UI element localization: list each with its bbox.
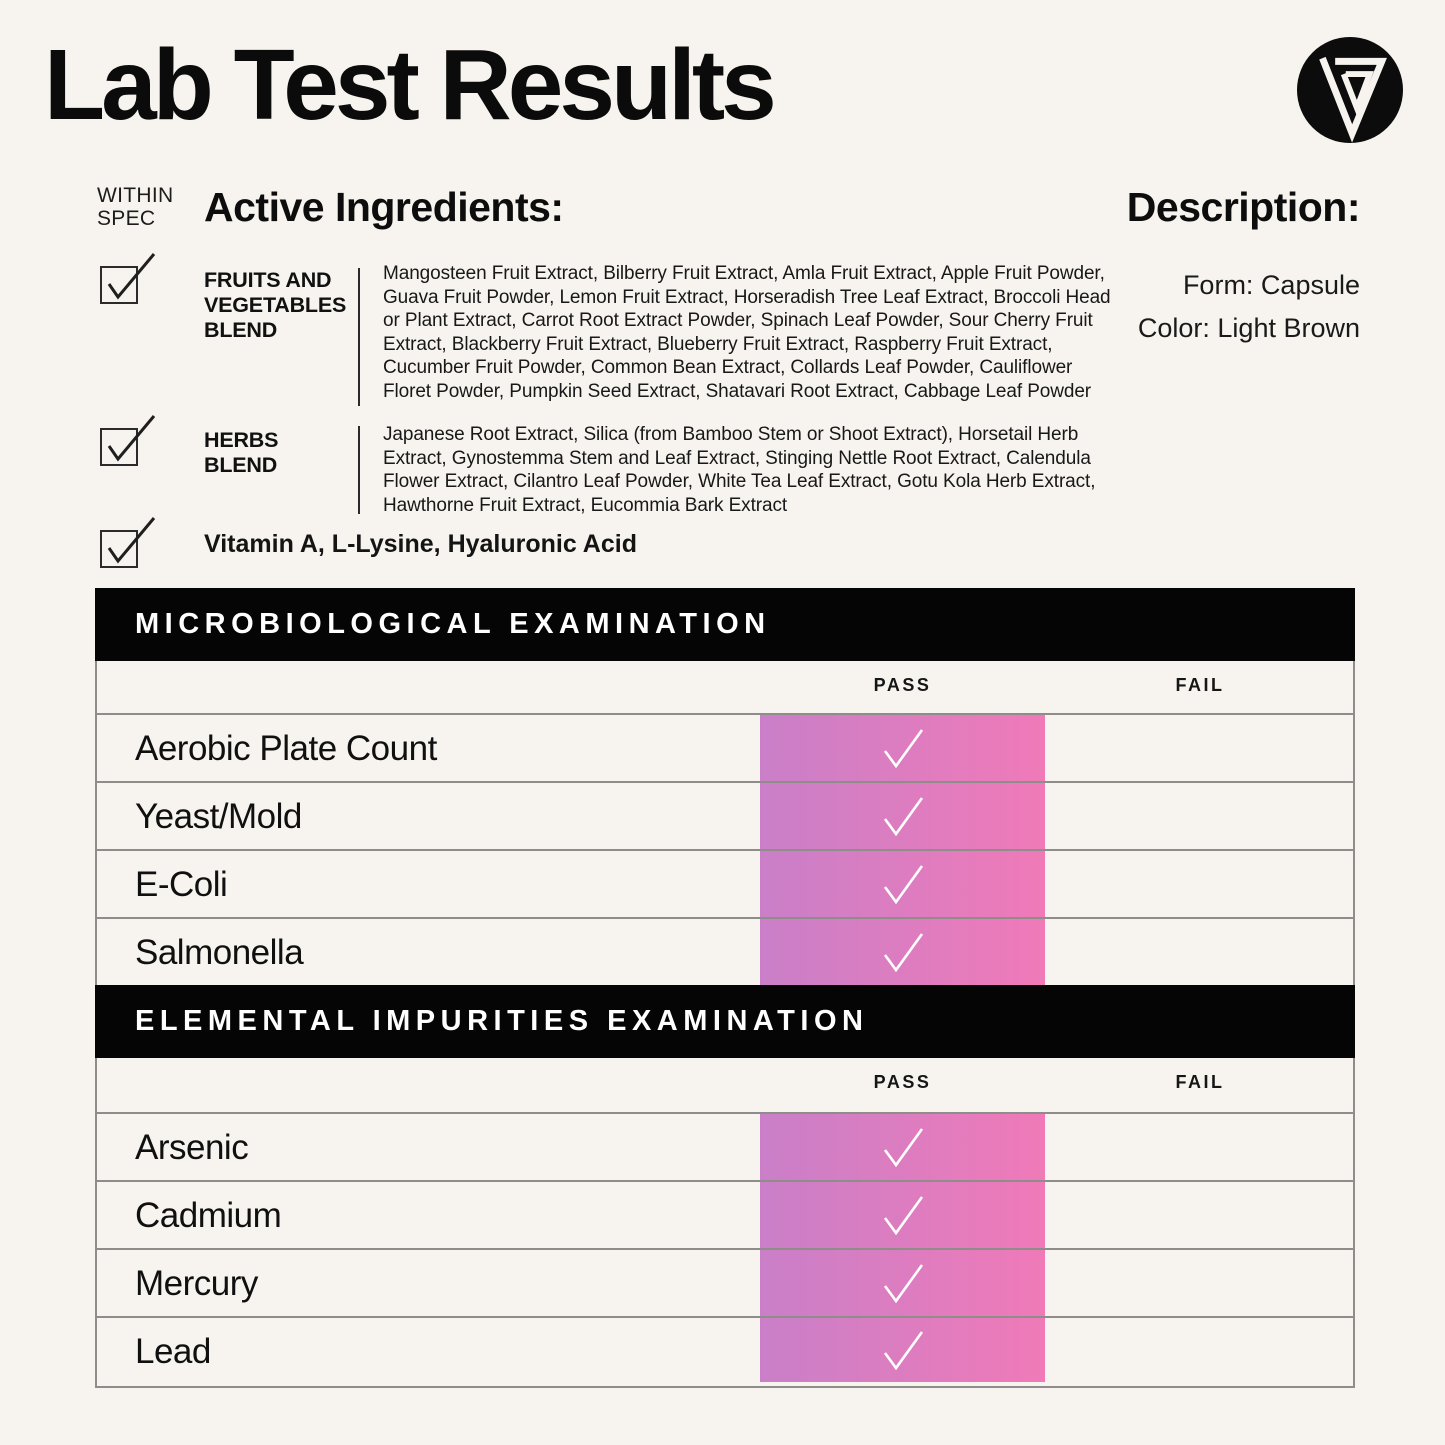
form-value: Form: Capsule (1182, 270, 1360, 300)
test-name: E-Coli (135, 865, 228, 904)
checkmark-icon (107, 253, 156, 300)
pass-check-icon (760, 1318, 1045, 1382)
examination-table: MICROBIOLOGICAL EXAMINATION PASS FAIL Ae… (95, 588, 1355, 1388)
table-row: Arsenic (97, 1112, 1353, 1180)
color-value: Color: Light Brown (1137, 313, 1360, 343)
description-heading: Description: (1126, 184, 1361, 230)
pass-check-icon (760, 1114, 1045, 1180)
checkmark-icon (107, 415, 156, 462)
test-name: Mercury (135, 1264, 258, 1303)
divider (358, 426, 360, 514)
pass-check-icon (760, 1250, 1045, 1316)
table-row: Cadmium (97, 1180, 1353, 1248)
brand-triangle-logo-icon (1297, 37, 1403, 143)
table-row: E-Coli (97, 849, 1353, 917)
pass-check-icon (760, 919, 1045, 985)
test-name: Salmonella (135, 933, 304, 972)
table-row: Salmonella (97, 917, 1353, 985)
test-name: Lead (135, 1332, 211, 1371)
pass-check-icon (760, 715, 1045, 781)
checkmark-icon (107, 517, 156, 564)
test-name: Arsenic (135, 1128, 249, 1167)
section-title: ELEMENTAL IMPURITIES EXAMINATION (135, 1005, 869, 1037)
fail-column-header: FAIL (1175, 1072, 1225, 1092)
test-name: Cadmium (135, 1196, 282, 1235)
pass-check-icon (760, 783, 1045, 849)
description-values: Form: Capsule Color: Light Brown (1138, 264, 1360, 350)
blend-label-herbs: HERBS BLEND (204, 428, 279, 478)
page-title: Lab Test Results (44, 29, 777, 141)
pass-check-icon (760, 851, 1045, 917)
within-spec-label: WITHIN SPEC (97, 184, 174, 230)
within-spec-checkbox-herbs (100, 415, 156, 466)
blend-label-fruits: FRUITS AND VEGETABLES BLEND (204, 268, 347, 343)
pass-column-header: PASS (873, 1072, 932, 1092)
section-bar-elemental: ELEMENTAL IMPURITIES EXAMINATION (95, 985, 1355, 1058)
active-ingredients-heading: Active Ingredients: (204, 184, 564, 230)
fail-column-header: FAIL (1175, 675, 1225, 695)
test-name: Yeast/Mold (135, 797, 302, 836)
within-spec-checkbox-vitamins (100, 517, 156, 568)
within-spec-checkbox-fruits (100, 253, 156, 304)
table-row: Mercury (97, 1248, 1353, 1316)
ingredients-herbs: Japanese Root Extract, Silica (from Bamb… (383, 424, 1096, 516)
section-bar-microbiological: MICROBIOLOGICAL EXAMINATION (95, 588, 1355, 661)
ingredients-fruits: Mangosteen Fruit Extract, Bilberry Fruit… (383, 263, 1111, 402)
table-row: Aerobic Plate Count (97, 713, 1353, 781)
table-row: Lead (97, 1316, 1353, 1382)
section-title: MICROBIOLOGICAL EXAMINATION (135, 608, 771, 640)
table-row: Yeast/Mold (97, 781, 1353, 849)
vitamins-line: Vitamin A, L-Lysine, Hyaluronic Acid (204, 530, 637, 558)
pass-column-header: PASS (873, 675, 932, 695)
divider (358, 268, 360, 406)
pass-check-icon (760, 1182, 1045, 1248)
table-header-row: PASS FAIL (97, 1058, 1353, 1108)
table-header-row: PASS FAIL (97, 661, 1353, 711)
test-name: Aerobic Plate Count (135, 729, 437, 768)
